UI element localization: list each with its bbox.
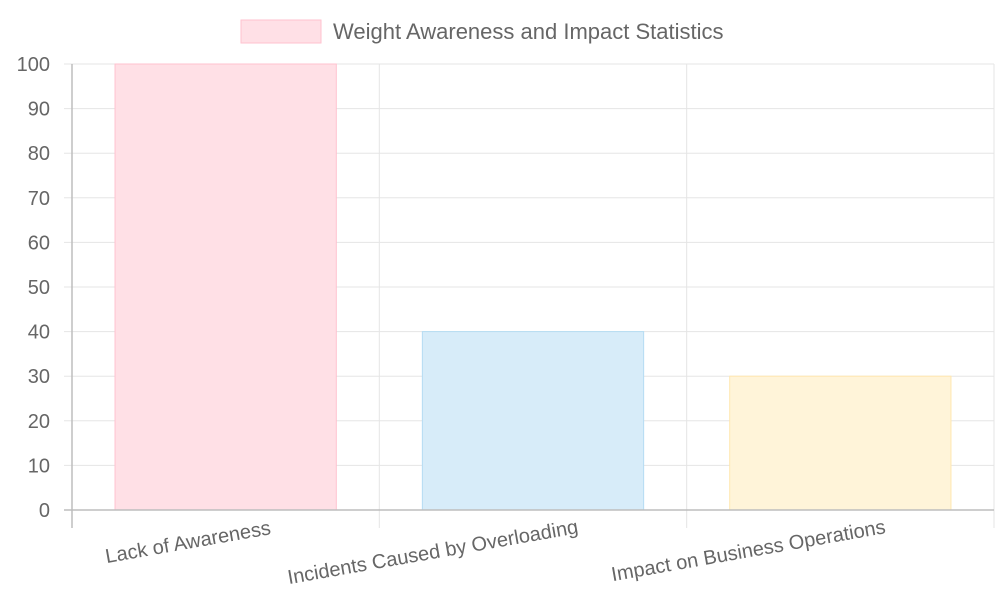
bar[interactable] — [729, 375, 952, 511]
bar[interactable] — [421, 331, 645, 511]
x-axis-category-labels: Lack of Awareness Incidents Caused by Ove… — [104, 516, 887, 589]
chart-legend[interactable]: Weight Awareness and Impact Statistics — [240, 19, 724, 44]
y-tick-label: 50 — [28, 277, 50, 299]
x-tick-label: Incidents Caused by Overloading — [286, 516, 580, 589]
y-tick-label: 100 — [17, 54, 50, 76]
legend-label: Weight Awareness and Impact Statistics — [333, 19, 724, 44]
y-tick-label: 30 — [28, 366, 50, 388]
y-tick-label: 0 — [39, 500, 50, 522]
axes — [64, 64, 994, 528]
x-tick-label: Lack of Awareness — [104, 517, 273, 568]
y-tick-label: 40 — [28, 322, 50, 344]
y-tick-label: 20 — [28, 411, 50, 433]
y-tick-label: 60 — [28, 232, 50, 254]
legend-swatch — [240, 19, 322, 44]
y-tick-label: 80 — [28, 143, 50, 165]
y-tick-label: 10 — [28, 455, 50, 477]
bar[interactable] — [114, 63, 337, 511]
y-tick-label: 70 — [28, 188, 50, 210]
y-tick-label: 90 — [28, 99, 50, 121]
bars — [114, 63, 952, 511]
y-axis-tick-labels: 0 10 20 30 40 50 60 70 80 90 100 — [17, 54, 50, 522]
x-tick-label: Impact on Business Operations — [610, 516, 888, 586]
